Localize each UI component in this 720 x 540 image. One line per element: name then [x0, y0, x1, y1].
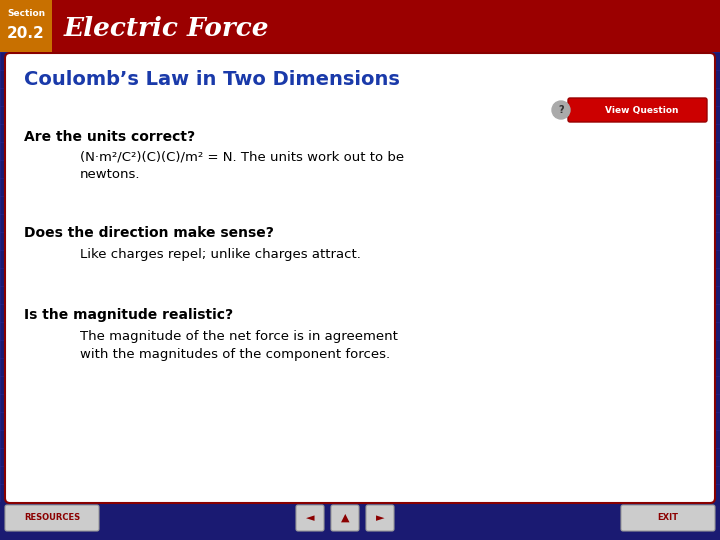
- Text: Are the units correct?: Are the units correct?: [24, 130, 195, 144]
- Text: RESOURCES: RESOURCES: [24, 514, 80, 523]
- Text: Is the magnitude realistic?: Is the magnitude realistic?: [24, 308, 233, 322]
- Bar: [0, 0, 720, 52]
- Text: 20.2: 20.2: [7, 26, 45, 42]
- FancyBboxPatch shape: [568, 98, 707, 122]
- Text: ◄: ◄: [306, 513, 314, 523]
- Text: ►: ►: [376, 513, 384, 523]
- Text: ▲: ▲: [341, 513, 349, 523]
- FancyBboxPatch shape: [331, 505, 359, 531]
- FancyBboxPatch shape: [296, 505, 324, 531]
- Circle shape: [552, 101, 570, 119]
- Text: View Question: View Question: [605, 105, 678, 114]
- FancyBboxPatch shape: [5, 53, 715, 503]
- Text: EXIT: EXIT: [657, 514, 678, 523]
- Bar: [0, 502, 720, 540]
- Text: Electric Force: Electric Force: [64, 16, 269, 40]
- FancyBboxPatch shape: [366, 505, 394, 531]
- FancyBboxPatch shape: [621, 505, 715, 531]
- Text: Section: Section: [7, 10, 45, 18]
- Bar: [0, 0, 52, 52]
- Text: Coulomb’s Law in Two Dimensions: Coulomb’s Law in Two Dimensions: [24, 70, 400, 89]
- Text: Does the direction make sense?: Does the direction make sense?: [24, 226, 274, 240]
- Text: (N·m²/C²)(C)(C)/m² = N. The units work out to be
newtons.: (N·m²/C²)(C)(C)/m² = N. The units work o…: [80, 150, 404, 181]
- Text: ?: ?: [558, 105, 564, 115]
- Text: Like charges repel; unlike charges attract.: Like charges repel; unlike charges attra…: [80, 248, 361, 261]
- FancyBboxPatch shape: [5, 505, 99, 531]
- Text: The magnitude of the net force is in agreement
with the magnitudes of the compon: The magnitude of the net force is in agr…: [80, 330, 398, 361]
